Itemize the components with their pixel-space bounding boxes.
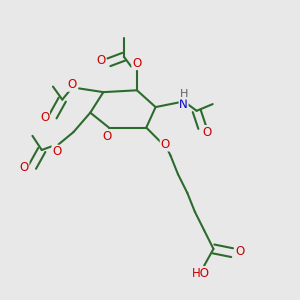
Text: O: O xyxy=(236,245,245,258)
Text: O: O xyxy=(40,111,50,124)
Text: O: O xyxy=(52,146,61,158)
Text: O: O xyxy=(132,56,141,70)
Text: O: O xyxy=(202,126,212,139)
Text: O: O xyxy=(67,78,76,91)
Text: O: O xyxy=(160,138,170,151)
Text: O: O xyxy=(20,161,29,174)
Text: O: O xyxy=(96,54,105,67)
Text: O: O xyxy=(102,130,112,143)
Text: H: H xyxy=(179,89,188,99)
Text: N: N xyxy=(179,98,188,111)
Text: HO: HO xyxy=(192,267,210,280)
